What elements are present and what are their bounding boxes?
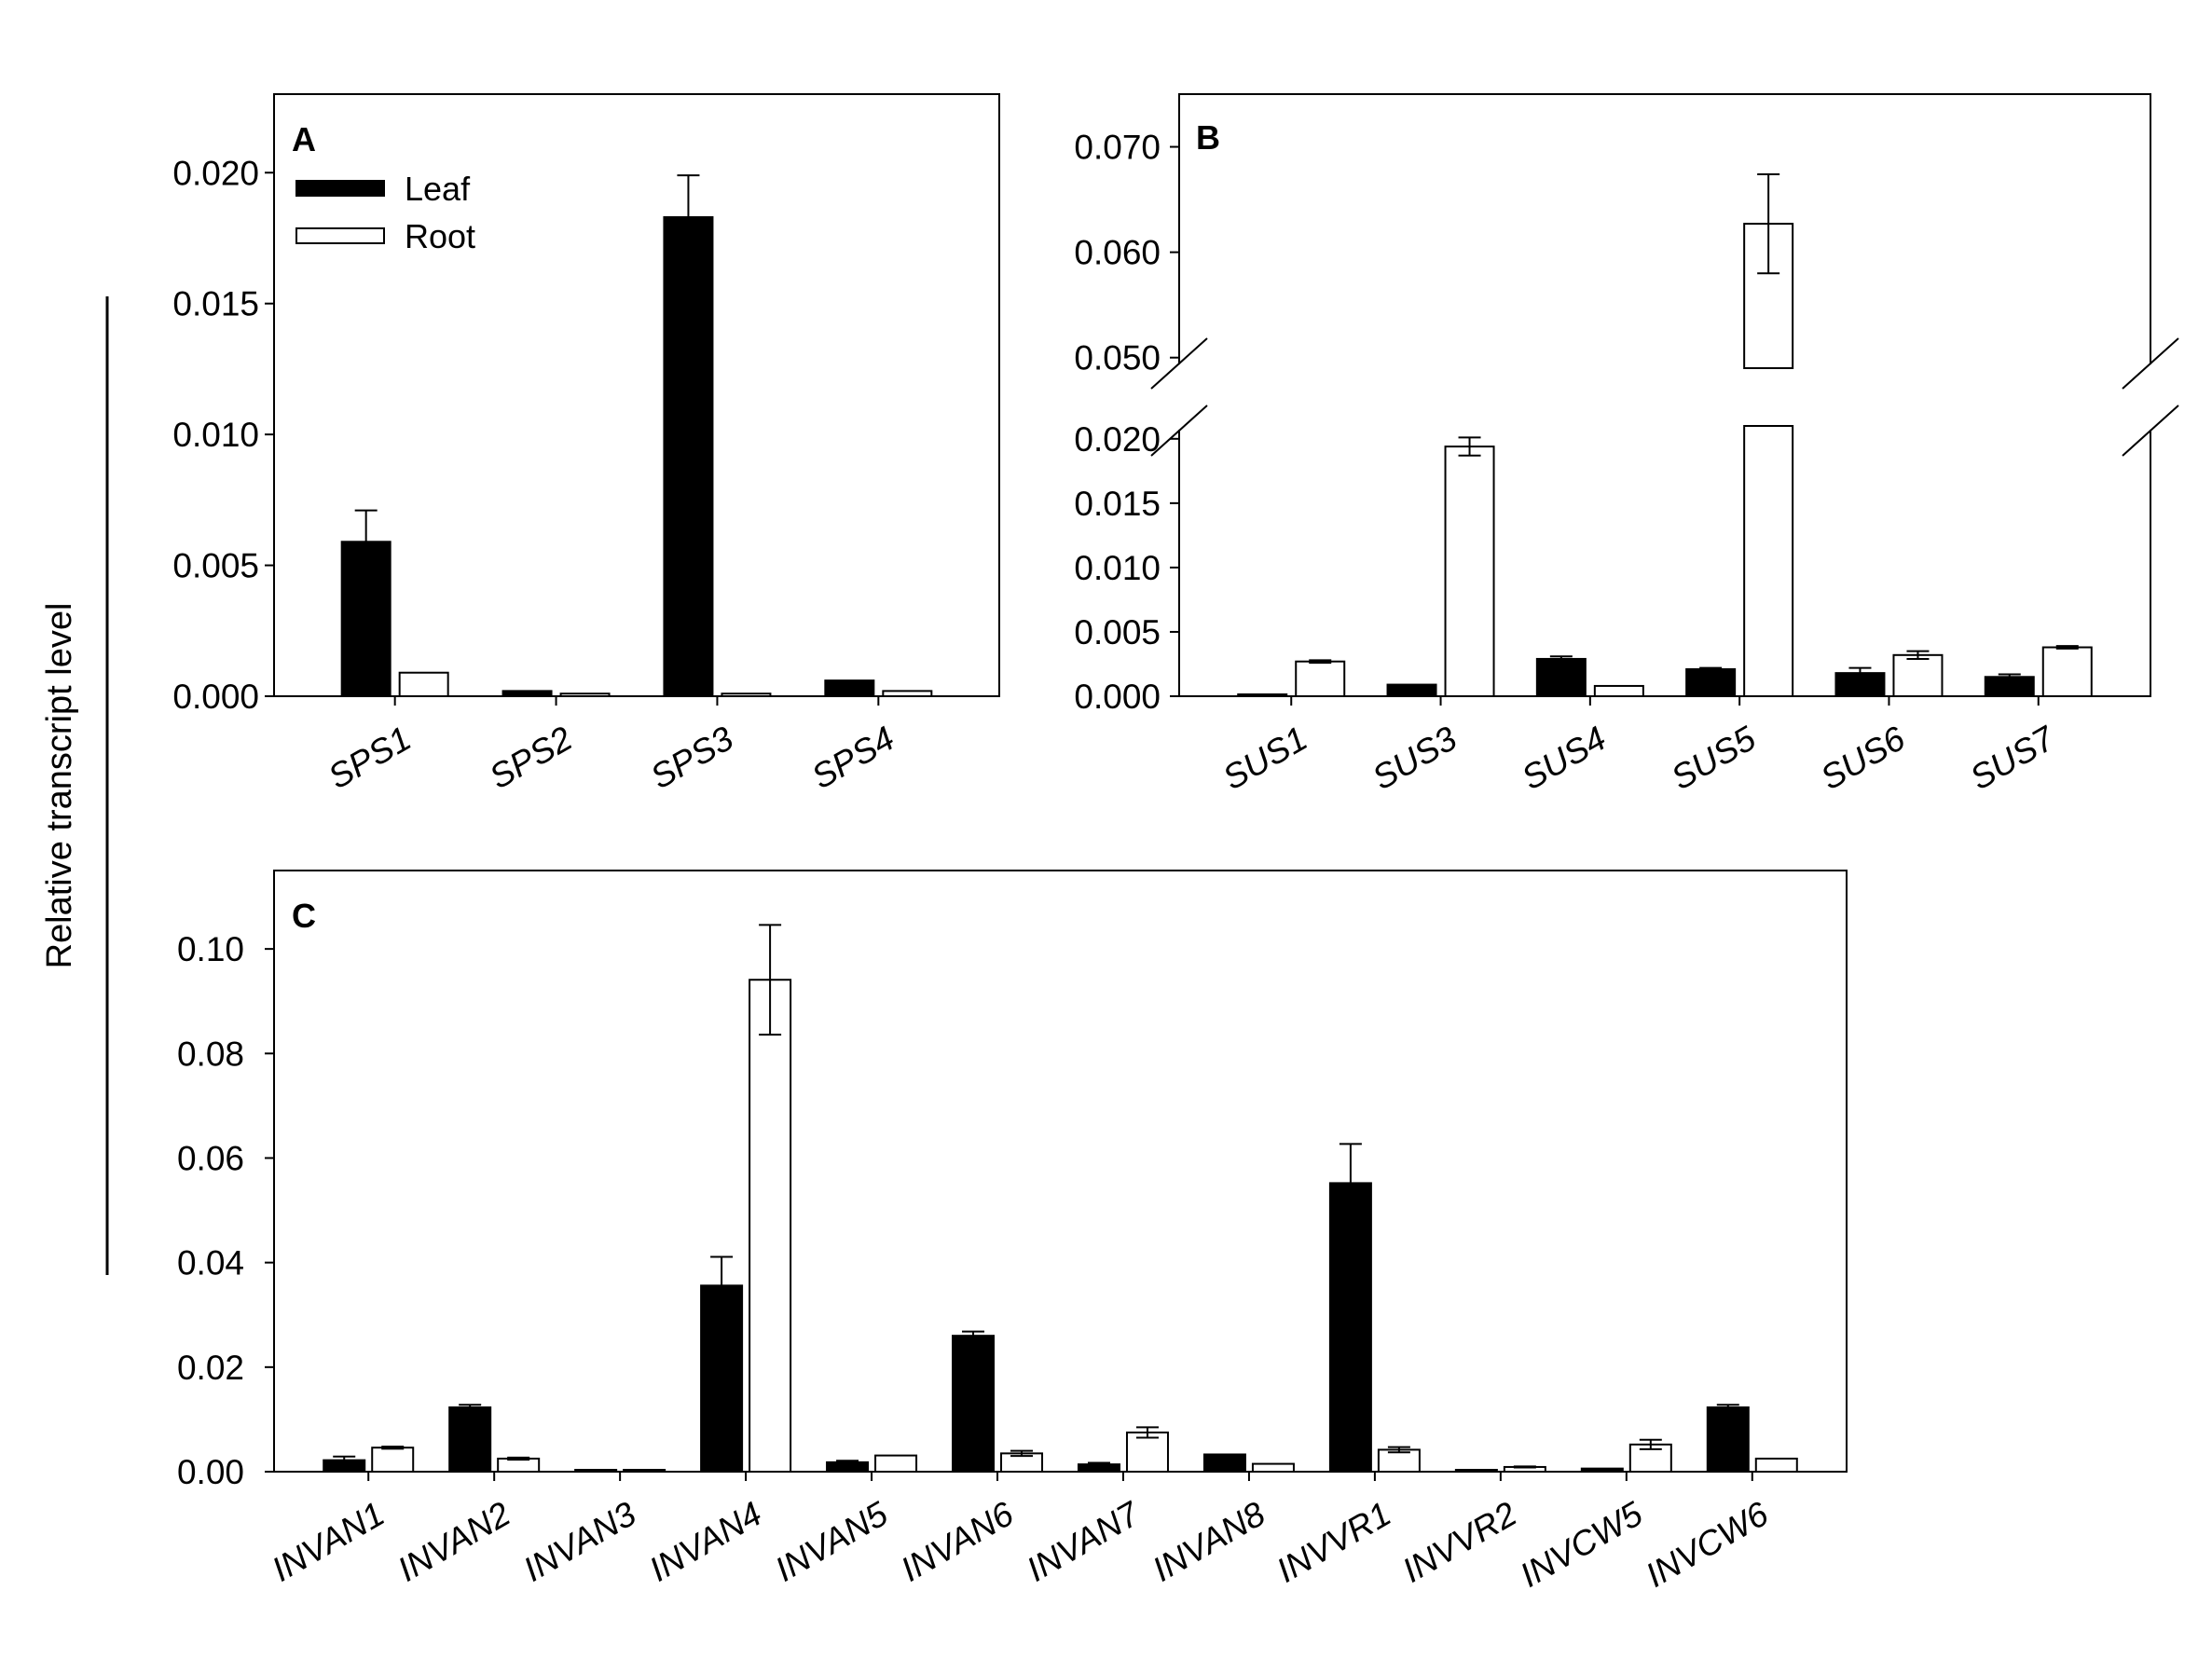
y-tick-label: 0.000	[1074, 678, 1161, 716]
category-label: INVAN1	[266, 1494, 391, 1588]
category-label: SPS3	[644, 719, 740, 796]
panel-a-frame	[273, 93, 1000, 697]
category-label: SPS4	[805, 719, 900, 796]
leaf-bar	[1580, 1467, 1624, 1473]
category-label: INVAN7	[1020, 1494, 1147, 1589]
y-tick-label: 0.10	[177, 930, 244, 968]
y-tick-label: 0.005	[1074, 613, 1161, 651]
root-bar	[1743, 425, 1794, 697]
category-label: SUS1	[1216, 719, 1313, 797]
root-bar	[1754, 1457, 1798, 1474]
root-bar	[2041, 646, 2093, 697]
leaf-bar	[952, 1335, 996, 1474]
category-label: SUS4	[1516, 719, 1613, 797]
y-tick-label: 0.06	[177, 1139, 244, 1177]
leaf-bar	[574, 1469, 618, 1473]
root-bar	[721, 693, 772, 697]
panel-b: B 0.000 0.005 0.010 0.015 0.020 0.050 0.060 0.0…	[1074, 93, 2179, 798]
category-label: INVAN2	[392, 1494, 517, 1589]
category-label: INVCW5	[1514, 1494, 1649, 1595]
category-label: INVAN5	[769, 1494, 895, 1589]
leaf-bar	[501, 690, 553, 698]
legend: Leaf Root	[295, 170, 475, 255]
root-bar	[559, 693, 611, 697]
category-label: INVAN8	[1146, 1494, 1271, 1589]
y-tick-label: 0.020	[172, 154, 259, 192]
axis-break-mark	[2122, 405, 2179, 457]
y-tick-label: 0.070	[1074, 129, 1161, 167]
leaf-bar	[448, 1406, 492, 1474]
panel-b-frame-bottom	[1178, 430, 2151, 697]
y-tick-label: 0.02	[177, 1349, 244, 1387]
y-tick-label: 0.010	[1074, 549, 1161, 587]
leaf-bar	[1202, 1453, 1246, 1474]
leaf-bar	[1237, 693, 1288, 697]
panel-a-letter: A	[292, 120, 316, 158]
root-bar	[1892, 653, 1944, 697]
root-bar	[874, 1454, 918, 1473]
y-tick-label: 0.04	[177, 1244, 244, 1282]
root-bar	[398, 671, 449, 698]
category-label: SUS6	[1814, 719, 1912, 797]
category-label: INVCW6	[1640, 1494, 1775, 1595]
root-bar	[1444, 446, 1495, 697]
category-label: SPS1	[322, 719, 417, 796]
panel-b-letter: B	[1196, 118, 1220, 157]
leaf-bar	[663, 216, 714, 698]
axis-break-mark	[2122, 337, 2179, 390]
leaf-bar	[1454, 1469, 1498, 1473]
category-label: SPS2	[483, 719, 579, 796]
y-tick-label: 0.010	[172, 416, 259, 454]
panel-a: A Leaf Root 0.000 0.005 0.010 0.015 0.020 SPS…	[172, 93, 1000, 796]
leaf-bar	[1706, 1406, 1750, 1474]
y-tick-label: 0.005	[172, 547, 259, 585]
root-bar	[882, 690, 933, 698]
legend-swatch-leaf	[295, 180, 385, 197]
category-label: INVAN4	[643, 1494, 768, 1588]
y-tick-label: 0.020	[1074, 420, 1161, 459]
category-label: SUS5	[1665, 719, 1763, 797]
category-label: INVVR1	[1271, 1494, 1397, 1589]
root-bar	[371, 1447, 415, 1473]
leaf-bar	[824, 679, 875, 698]
root-bar	[1251, 1462, 1295, 1473]
leaf-bar	[1386, 683, 1437, 697]
legend-label-leaf: Leaf	[405, 170, 471, 208]
y-tick-label: 0.00	[177, 1453, 244, 1491]
category-label: INVAN3	[517, 1494, 643, 1589]
panel-c-frame	[273, 870, 1848, 1473]
root-bar	[623, 1469, 666, 1473]
category-label: SUS7	[1964, 719, 2062, 798]
axis-break-mark	[1150, 405, 1208, 457]
y-tick-label: 0.050	[1074, 339, 1161, 377]
legend-swatch-root	[295, 227, 385, 244]
root-bar	[1593, 684, 1644, 698]
category-label: SUS3	[1366, 719, 1463, 797]
y-tick-label: 0.08	[177, 1035, 244, 1073]
leaf-bar	[1328, 1182, 1372, 1474]
panel-c-letter: C	[292, 897, 316, 935]
leaf-bar	[1685, 668, 1737, 697]
legend-label-root: Root	[405, 217, 475, 255]
root-bar	[749, 979, 792, 1473]
y-tick-label: 0.060	[1074, 234, 1161, 272]
axis-break-mark	[1150, 337, 1208, 390]
y-tick-label: 0.015	[172, 285, 259, 323]
y-tick-label: 0.000	[172, 678, 259, 716]
category-label: INVAN6	[895, 1494, 1021, 1589]
leaf-bar	[700, 1284, 744, 1474]
panel-b-frame-top	[1178, 93, 2151, 364]
y-tick-label: 0.015	[1074, 485, 1161, 523]
y-axis-label: Relative transcript level	[40, 603, 79, 969]
leaf-bar	[1535, 657, 1587, 698]
category-label: INVVR2	[1396, 1494, 1524, 1590]
root-bar	[1295, 660, 1346, 698]
